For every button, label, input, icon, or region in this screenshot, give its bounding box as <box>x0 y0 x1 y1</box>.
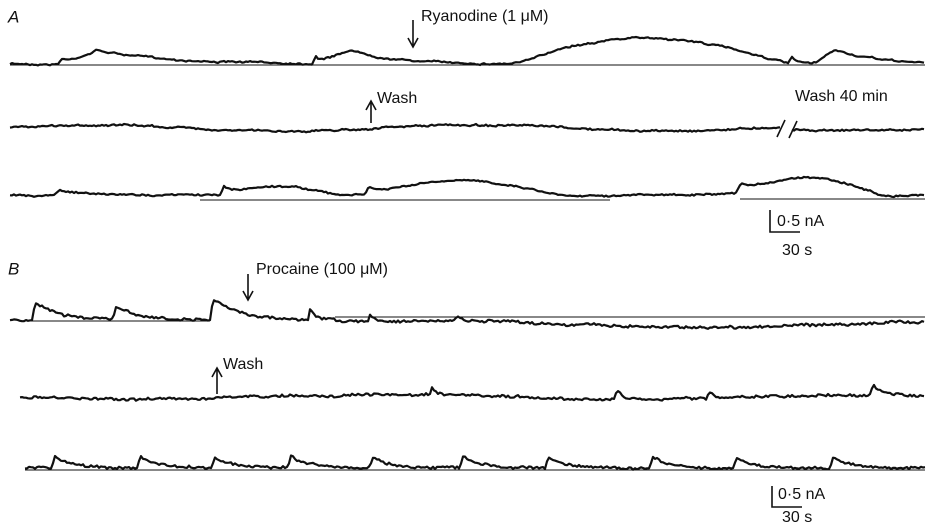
annotation: Wash <box>223 356 263 373</box>
arrow-up <box>365 99 377 123</box>
scale-bar <box>771 486 802 508</box>
arrow-down <box>407 20 419 49</box>
scale-bar <box>769 210 800 233</box>
panel-label: B <box>8 259 19 278</box>
current-trace <box>24 454 926 471</box>
scale-current: 0·5 nA <box>778 486 825 503</box>
annotation: Wash <box>377 90 417 107</box>
panel-a: A Ryanodine (1 μM) Wash Wash 40 min 0·5 … <box>7 7 888 259</box>
scale-time: 30 s <box>782 242 812 259</box>
annotation: Procaine (100 μM) <box>256 261 388 278</box>
current-trace <box>9 175 925 199</box>
annotation: Wash 40 min <box>795 88 888 105</box>
current-trace <box>791 127 925 133</box>
scale-time: 30 s <box>782 509 812 526</box>
arrow-up <box>211 366 223 394</box>
scale-current: 0·5 nA <box>777 213 824 230</box>
annotation: Ryanodine (1 μM) <box>421 8 549 25</box>
current-trace <box>9 299 925 330</box>
break-mark <box>776 119 798 139</box>
current-trace <box>9 122 781 134</box>
panel-label: A <box>7 7 19 26</box>
arrow-down <box>242 274 254 302</box>
panel-b: B Procaine (100 μM) Wash 0·5 nA 30 s <box>8 259 825 526</box>
current-trace <box>19 383 925 402</box>
current-trace <box>9 35 925 67</box>
